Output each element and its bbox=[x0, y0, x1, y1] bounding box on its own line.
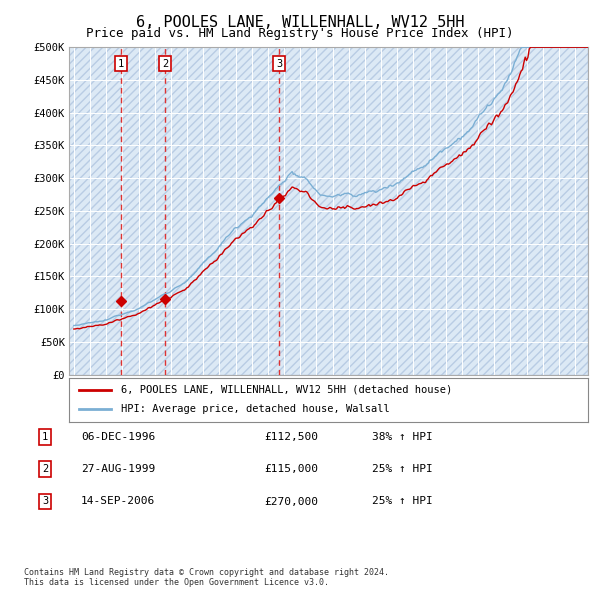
Text: 2: 2 bbox=[162, 58, 169, 68]
Text: 14-SEP-2006: 14-SEP-2006 bbox=[81, 497, 155, 506]
Text: Price paid vs. HM Land Registry's House Price Index (HPI): Price paid vs. HM Land Registry's House … bbox=[86, 27, 514, 40]
Text: £112,500: £112,500 bbox=[264, 432, 318, 441]
Text: 1: 1 bbox=[118, 58, 124, 68]
Text: 27-AUG-1999: 27-AUG-1999 bbox=[81, 464, 155, 474]
Text: 25% ↑ HPI: 25% ↑ HPI bbox=[372, 497, 433, 506]
Text: Contains HM Land Registry data © Crown copyright and database right 2024.
This d: Contains HM Land Registry data © Crown c… bbox=[24, 568, 389, 587]
Text: 3: 3 bbox=[42, 497, 48, 506]
Text: £270,000: £270,000 bbox=[264, 497, 318, 506]
Text: 06-DEC-1996: 06-DEC-1996 bbox=[81, 432, 155, 441]
Text: 25% ↑ HPI: 25% ↑ HPI bbox=[372, 464, 433, 474]
Text: 1: 1 bbox=[42, 432, 48, 441]
Text: £115,000: £115,000 bbox=[264, 464, 318, 474]
Text: 3: 3 bbox=[276, 58, 283, 68]
Text: 6, POOLES LANE, WILLENHALL, WV12 5HH (detached house): 6, POOLES LANE, WILLENHALL, WV12 5HH (de… bbox=[121, 385, 452, 395]
Text: 2: 2 bbox=[42, 464, 48, 474]
Text: HPI: Average price, detached house, Walsall: HPI: Average price, detached house, Wals… bbox=[121, 405, 389, 414]
Text: 6, POOLES LANE, WILLENHALL, WV12 5HH: 6, POOLES LANE, WILLENHALL, WV12 5HH bbox=[136, 15, 464, 30]
Text: 38% ↑ HPI: 38% ↑ HPI bbox=[372, 432, 433, 441]
